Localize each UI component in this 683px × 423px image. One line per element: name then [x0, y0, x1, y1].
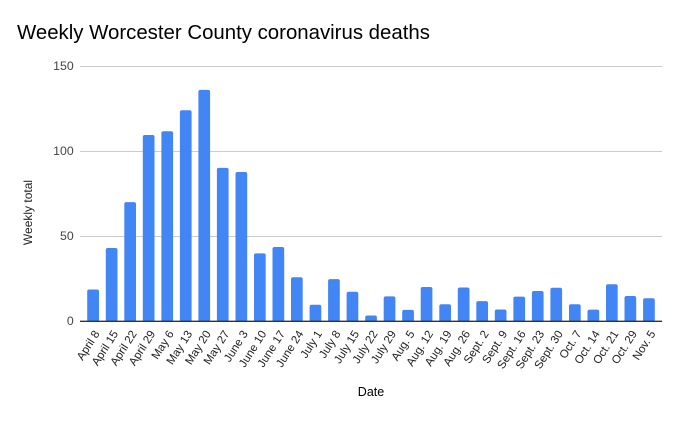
svg-text:Weekly Worcester County corona: Weekly Worcester County coronavirus deat… [17, 22, 430, 44]
svg-text:Weekly total: Weekly total [21, 180, 35, 245]
svg-text:50: 50 [60, 229, 74, 243]
svg-text:Date: Date [358, 385, 384, 399]
svg-text:0: 0 [67, 314, 74, 328]
svg-text:100: 100 [53, 144, 74, 158]
svg-text:150: 150 [53, 59, 74, 73]
